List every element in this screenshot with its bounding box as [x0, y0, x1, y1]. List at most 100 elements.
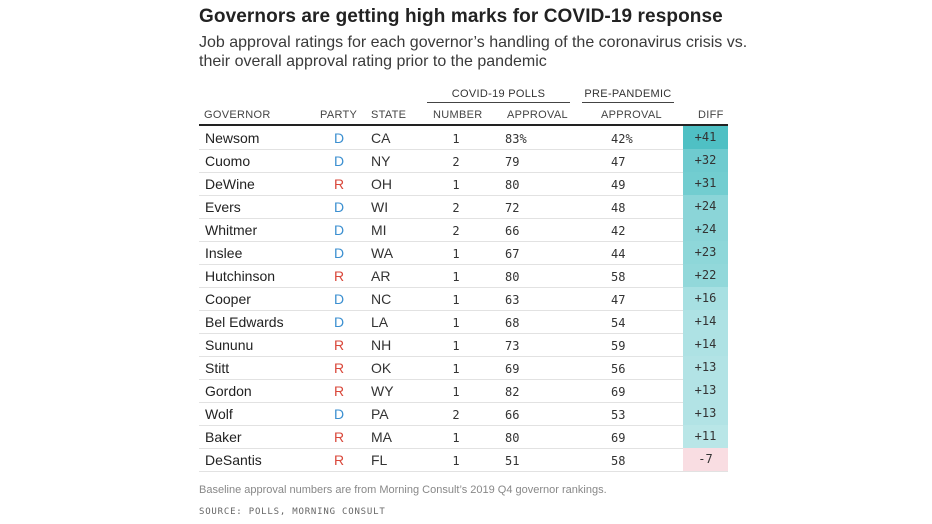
- diff-cell: +13: [683, 379, 728, 402]
- party-label: D: [333, 222, 345, 238]
- state-label: NH: [371, 337, 392, 353]
- pre-pandemic-approval-value: 47: [611, 293, 626, 307]
- state-label: WA: [371, 245, 394, 261]
- state-label: FL: [371, 452, 388, 468]
- poll-count: 1: [452, 362, 460, 376]
- table-row: DeWine R OH 1 80 49 +31: [199, 172, 728, 196]
- group-header-pre-pandemic: PRE-PANDEMIC: [582, 88, 674, 103]
- table-row: Evers D WI 2 72 48 +24: [199, 195, 728, 219]
- covid-approval-value: 80: [505, 178, 520, 192]
- diff-cell: +14: [683, 333, 728, 356]
- governor-name: Sununu: [205, 337, 254, 353]
- covid-approval-value: 82: [505, 385, 520, 399]
- poll-count: 1: [452, 270, 460, 284]
- governor-name: Bel Edwards: [205, 314, 284, 330]
- party-label: R: [333, 383, 345, 399]
- party-label: R: [333, 176, 345, 192]
- poll-count: 2: [452, 155, 460, 169]
- party-label: R: [333, 268, 345, 284]
- poll-count: 1: [452, 293, 460, 307]
- diff-cell: -7: [683, 448, 728, 471]
- table-row: Inslee D WA 1 67 44 +23: [199, 241, 728, 265]
- table-row: Cuomo D NY 2 79 47 +32: [199, 149, 728, 173]
- table-row: Newsom D CA 1 83% 42% +41: [199, 126, 728, 150]
- column-header-party: PARTY: [320, 109, 358, 121]
- party-label: R: [333, 452, 345, 468]
- diff-cell: +32: [683, 149, 728, 172]
- state-label: OK: [371, 360, 392, 376]
- poll-count: 1: [452, 431, 460, 445]
- diff-cell: +11: [683, 425, 728, 448]
- covid-approval-value: 67: [505, 247, 520, 261]
- governor-name: Cooper: [205, 291, 251, 307]
- state-label: LA: [371, 314, 389, 330]
- diff-cell: +41: [683, 126, 728, 149]
- table-row: DeSantis R FL 1 51 58 -7: [199, 448, 728, 472]
- pre-pandemic-approval-value: 69: [611, 431, 626, 445]
- governor-name: Whitmer: [205, 222, 258, 238]
- party-label: D: [333, 153, 345, 169]
- column-header-covid-approval: APPROVAL: [507, 109, 568, 121]
- state-label: NC: [371, 291, 392, 307]
- table-row: Gordon R WY 1 82 69 +13: [199, 379, 728, 403]
- covid-approval-value: 63: [505, 293, 520, 307]
- table-row: Sununu R NH 1 73 59 +14: [199, 333, 728, 357]
- governor-name: Hutchinson: [205, 268, 276, 284]
- covid-approval-value: 51: [505, 454, 520, 468]
- poll-count: 2: [452, 224, 460, 238]
- covid-approval-value: 80: [505, 270, 520, 284]
- party-label: D: [333, 314, 345, 330]
- governor-name: Baker: [205, 429, 242, 445]
- column-header-governor: GOVERNOR: [204, 109, 271, 121]
- table-row: Hutchinson R AR 1 80 58 +22: [199, 264, 728, 288]
- state-label: WY: [371, 383, 394, 399]
- governor-name: Evers: [205, 199, 241, 215]
- column-header-state: STATE: [371, 109, 407, 121]
- table-row: Baker R MA 1 80 69 +11: [199, 425, 728, 449]
- covid-approval-value: 83%: [505, 132, 527, 146]
- party-label: R: [333, 360, 345, 376]
- covid-approval-value: 66: [505, 408, 520, 422]
- footnote: Baseline approval numbers are from Morni…: [199, 484, 607, 496]
- state-label: NY: [371, 153, 391, 169]
- diff-cell: +23: [683, 241, 728, 264]
- pre-pandemic-approval-value: 56: [611, 362, 626, 376]
- diff-cell: +13: [683, 402, 728, 425]
- state-label: CA: [371, 130, 391, 146]
- poll-count: 1: [452, 454, 460, 468]
- covid-approval-value: 80: [505, 431, 520, 445]
- pre-pandemic-approval-value: 54: [611, 316, 626, 330]
- poll-count: 2: [452, 408, 460, 422]
- governor-name: DeSantis: [205, 452, 262, 468]
- governor-name: Wolf: [205, 406, 233, 422]
- column-header-pre-approval: APPROVAL: [601, 109, 662, 121]
- diff-cell: +22: [683, 264, 728, 287]
- poll-count: 1: [452, 385, 460, 399]
- diff-cell: +16: [683, 287, 728, 310]
- pre-pandemic-approval-value: 44: [611, 247, 626, 261]
- poll-count: 1: [452, 132, 460, 146]
- party-label: D: [333, 406, 345, 422]
- group-header-covid-polls: COVID-19 POLLS: [427, 88, 570, 103]
- diff-cell: +13: [683, 356, 728, 379]
- covid-approval-value: 66: [505, 224, 520, 238]
- pre-pandemic-approval-value: 69: [611, 385, 626, 399]
- diff-cell: +24: [683, 218, 728, 241]
- pre-pandemic-approval-value: 42: [611, 224, 626, 238]
- covid-approval-value: 79: [505, 155, 520, 169]
- covid-approval-value: 69: [505, 362, 520, 376]
- pre-pandemic-approval-value: 42%: [611, 132, 633, 146]
- poll-count: 1: [452, 339, 460, 353]
- table-row: Cooper D NC 1 63 47 +16: [199, 287, 728, 311]
- table-row: Wolf D PA 2 66 53 +13: [199, 402, 728, 426]
- table-row: Whitmer D MI 2 66 42 +24: [199, 218, 728, 242]
- party-label: D: [333, 199, 345, 215]
- governor-name: Gordon: [205, 383, 252, 399]
- governor-name: Newsom: [205, 130, 260, 146]
- covid-approval-value: 73: [505, 339, 520, 353]
- poll-count: 1: [452, 316, 460, 330]
- governor-name: Stitt: [205, 360, 230, 376]
- pre-pandemic-approval-value: 49: [611, 178, 626, 192]
- chart-subtitle: Job approval ratings for each governor’s…: [199, 34, 748, 70]
- party-label: R: [333, 337, 345, 353]
